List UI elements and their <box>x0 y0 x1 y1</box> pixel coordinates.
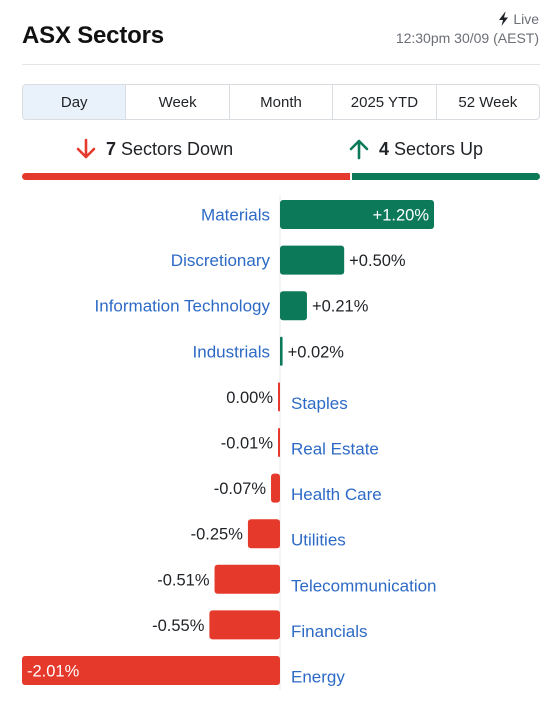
sectors-up-text: Sectors Up <box>394 138 484 159</box>
sector-ratio-bar <box>22 173 540 180</box>
value-label: +0.02% <box>288 343 345 361</box>
timestamp: 12:30pm 30/09 (AEST) <box>395 30 539 46</box>
value-label: -0.07% <box>214 480 267 498</box>
live-label: Live <box>513 11 539 27</box>
bar-telecommunication[interactable] <box>214 564 280 594</box>
sector-label[interactable]: Staples <box>291 394 348 413</box>
value-label: +0.50% <box>349 252 406 270</box>
ratio-bar-up <box>352 173 540 180</box>
sector-label[interactable]: Utilities <box>291 531 346 550</box>
sector-label[interactable]: Materials <box>201 206 270 225</box>
value-label: -0.55% <box>152 617 205 635</box>
arrow-up-icon <box>349 139 369 160</box>
ratio-bar-down <box>22 173 351 180</box>
sector-label[interactable]: Financials <box>291 622 368 641</box>
tab-week[interactable]: Week <box>126 85 230 119</box>
bar-health-care[interactable] <box>271 473 280 503</box>
sector-label[interactable]: Energy <box>291 668 345 687</box>
value-label: 0.00% <box>226 389 273 407</box>
sectors-down-count: 7 <box>106 138 117 159</box>
bar-financials[interactable] <box>209 610 280 640</box>
value-label: -2.01% <box>27 663 80 681</box>
bar-utilities[interactable] <box>247 519 280 549</box>
header-divider <box>22 64 540 65</box>
lightning-bolt-icon <box>499 12 509 26</box>
bar-industrials[interactable] <box>280 336 283 366</box>
bar-energy[interactable] <box>22 656 280 685</box>
value-label: +1.20% <box>373 207 430 225</box>
tab-52-week[interactable]: 52 Week <box>458 93 518 111</box>
tab-ytd[interactable]: 2025 YTD <box>333 85 437 119</box>
bar-information-technology[interactable] <box>280 291 307 321</box>
sectors-down-text: Sectors Down <box>121 138 234 159</box>
sector-label[interactable]: Health Care <box>291 485 382 504</box>
sector-label[interactable]: Telecommunication <box>291 576 437 595</box>
sectors-up-count: 4 <box>379 138 390 159</box>
bar-real-estate[interactable] <box>278 428 280 457</box>
sector-label[interactable]: Discretionary <box>171 251 271 270</box>
value-label: -0.51% <box>157 571 210 589</box>
bar-staples[interactable] <box>278 382 280 412</box>
sectors-up-summary: 4 Sectors Up <box>349 138 483 160</box>
bar-materials[interactable] <box>280 200 435 229</box>
arrow-down-icon <box>76 138 96 159</box>
bar-discretionary[interactable] <box>280 245 345 275</box>
tab-day[interactable]: Day <box>23 85 127 119</box>
page-title: ASX Sectors <box>22 22 164 49</box>
period-tabs: Day Week Month 2025 YTD 52 Week <box>22 84 540 120</box>
sectors-down-summary: 7 Sectors Down <box>76 138 233 160</box>
tab-month[interactable]: Month <box>230 85 334 119</box>
value-label: +0.21% <box>312 298 369 316</box>
live-indicator: Live <box>498 11 539 27</box>
value-label: -0.25% <box>191 526 244 544</box>
sector-bar-chart: Materials +1.20% Discretionary +0.50% Inform… <box>22 195 437 690</box>
sector-label[interactable]: Real Estate <box>291 440 379 459</box>
sector-label[interactable]: Information Technology <box>95 297 271 316</box>
sector-label[interactable]: Industrials <box>193 342 270 361</box>
value-label: -0.01% <box>221 435 274 453</box>
